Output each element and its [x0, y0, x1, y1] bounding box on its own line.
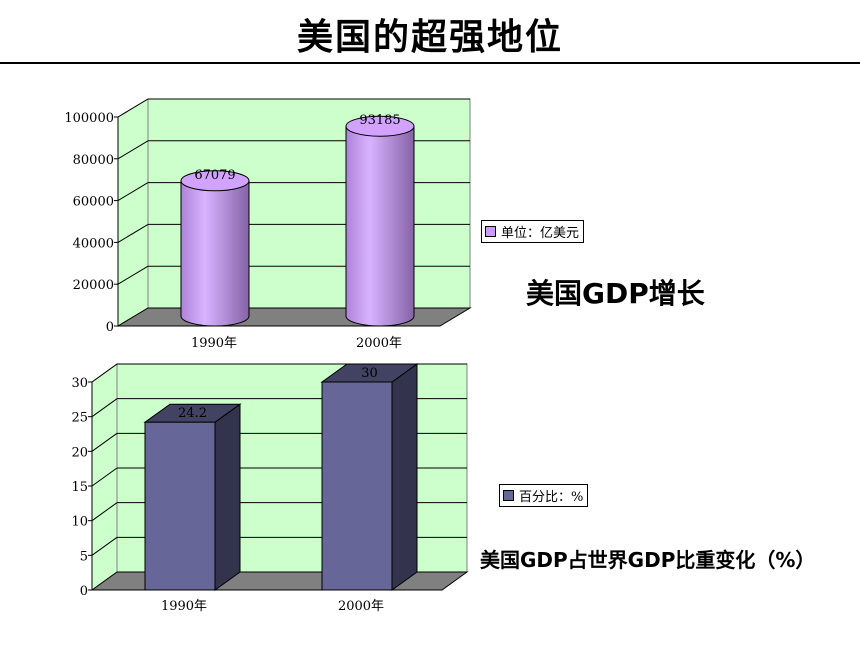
gridline-diagonal	[117, 140, 149, 160]
bar-side-face	[214, 403, 241, 591]
gridline-diagonal	[117, 265, 149, 285]
bar-side-face	[391, 363, 418, 591]
gridline-diagonal	[91, 398, 118, 418]
gridline-diagonal	[91, 467, 118, 487]
gridline-diagonal	[117, 223, 149, 243]
y-tick-label: 60000	[73, 195, 114, 210]
chart-floor	[116, 307, 472, 327]
bar-cylinder-body	[180, 180, 250, 327]
chart-side-wall	[117, 98, 149, 327]
x-category-label: 1990年	[161, 599, 207, 614]
bar-front-face	[144, 421, 216, 591]
y-tick-label: 0	[80, 584, 88, 599]
y-tick-label: 30	[71, 376, 88, 391]
x-category-label: 1990年	[191, 336, 237, 351]
legend-swatch-icon	[485, 226, 496, 237]
y-tick-label: 20000	[73, 278, 114, 293]
gdp-growth-legend: 单位：亿美元	[481, 220, 585, 243]
y-tick-label: 40000	[73, 236, 114, 251]
gdp-share-legend: 百分比：%	[499, 484, 589, 507]
y-tick-label: 25	[71, 411, 88, 426]
y-tick-label: 80000	[73, 153, 114, 168]
gridline-diagonal	[91, 432, 118, 452]
gdp-share-chart: 0 5 10 15 20 25 30 1990年 2000年 24.2 30	[71, 363, 469, 614]
data-label: 24.2	[178, 406, 207, 421]
gridline-diagonal	[91, 363, 118, 383]
data-label: 30	[361, 366, 378, 381]
y-tick-label: 0	[106, 320, 114, 335]
y-tick-label: 10	[71, 515, 88, 530]
gdp-growth-chart: 0 20000 40000 60000 80000 100000 1990年 2000年 670…	[64, 98, 472, 351]
gdp-growth-caption: 美国GDP增长	[526, 277, 705, 310]
gridline-diagonal	[91, 502, 118, 522]
page-title: 美国的超强地位	[296, 17, 563, 58]
gdp-growth-legend-label: 单位：亿美元	[501, 226, 580, 241]
bar-cylinder-top	[345, 115, 415, 137]
gdp-share-legend-label: 百分比：%	[519, 490, 584, 505]
legend-swatch-icon	[503, 490, 514, 501]
y-tick-label: 15	[71, 480, 88, 495]
gridline-diagonal	[117, 98, 149, 118]
y-tick-label: 5	[80, 549, 88, 564]
x-category-label: 2000年	[338, 599, 384, 614]
title-divider	[0, 62, 860, 64]
data-label: 67079	[194, 168, 235, 183]
bar-cylinder-top	[180, 170, 250, 192]
y-tick-label: 20	[71, 445, 88, 460]
data-label: 93185	[359, 113, 400, 128]
bar-front-face	[321, 381, 393, 591]
x-category-label: 2000年	[356, 336, 402, 351]
y-tick-label: 100000	[64, 111, 114, 126]
gridline-diagonal	[117, 182, 149, 202]
gridline-diagonal	[91, 536, 118, 556]
bar-cylinder-body	[345, 125, 415, 327]
gdp-share-caption: 美国GDP占世界GDP比重变化（%）	[480, 548, 816, 572]
